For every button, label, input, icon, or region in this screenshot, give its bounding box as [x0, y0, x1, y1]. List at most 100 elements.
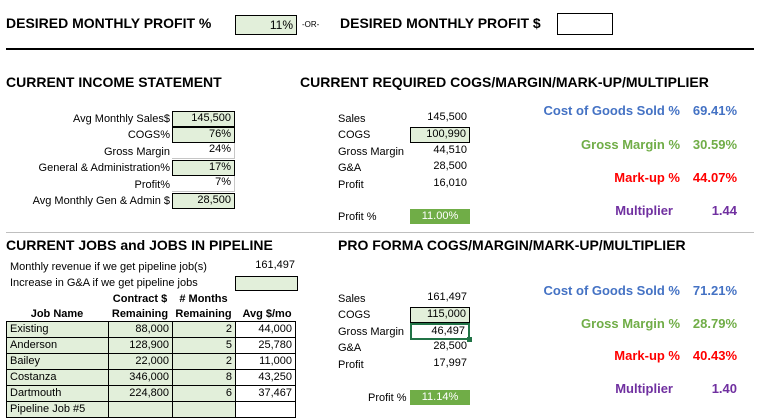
income-row-label: Avg Monthly Sales$ — [72, 113, 170, 125]
pro-forma-profit-pct-label: Profit % — [368, 392, 407, 404]
current-required-title: CURRENT REQUIRED COGS/MARGIN/MARK-UP/MUL… — [300, 74, 709, 90]
current-row-label: Profit — [338, 179, 364, 191]
current-profit-pct-label: Profit % — [338, 211, 377, 223]
current-gross-margin-value: 44,510 — [433, 144, 467, 156]
job-avg-cell: 43,250 — [235, 369, 296, 386]
pro-forma-cogs-input[interactable]: 115,000 — [410, 307, 470, 323]
fill-handle[interactable] — [467, 337, 472, 342]
pro-forma-title: PRO FORMA COGS/MARGIN/MARK-UP/MULTIPLIER — [338, 237, 686, 253]
job-contract-cell[interactable]: 88,000 — [108, 321, 173, 338]
table-row: Existing 88,000 2 44,000 — [6, 321, 296, 338]
pro-forma-multiplier-value: 1.40 — [711, 381, 737, 396]
job-months-cell[interactable]: 2 — [172, 321, 236, 338]
job-contract-cell[interactable]: 128,900 — [108, 337, 173, 354]
pro-forma-gross-margin-pct-label: Gross Margin % — [581, 316, 680, 331]
pro-forma-gross-margin-value[interactable]: 46,497 — [410, 323, 470, 340]
monthly-revenue-label: Monthly revenue if we get pipeline job(s… — [10, 261, 207, 273]
pro-forma-profit-value: 17,997 — [433, 357, 467, 369]
col-header-remaining: Remaining — [111, 308, 169, 320]
pro-forma-row-label: Profit — [338, 359, 364, 371]
jobs-table: Existing 88,000 2 44,000 Anderson 128,90… — [6, 321, 296, 418]
col-header-avg: Avg $/mo — [242, 308, 292, 320]
desired-profit-pct-label: DESIRED MONTHLY PROFIT % — [6, 15, 212, 31]
current-cogs-pct-label: Cost of Goods Sold % — [543, 103, 681, 118]
cogs-pct-input[interactable]: 76% — [172, 127, 235, 143]
job-avg-cell: 44,000 — [235, 321, 296, 338]
income-row-label: Profit% — [134, 179, 170, 191]
pro-forma-sales-value: 161,497 — [427, 291, 467, 303]
pro-forma-cogs-pct-value: 71.21% — [692, 283, 737, 298]
job-name-cell[interactable]: Costanza — [6, 369, 109, 386]
pro-forma-multiplier-label: Multiplier — [615, 381, 673, 396]
job-months-cell[interactable]: 5 — [172, 337, 236, 354]
job-contract-cell[interactable]: 22,000 — [108, 353, 173, 370]
income-row-label: General & Administration% — [38, 162, 170, 174]
current-markup-pct-label: Mark-up % — [614, 170, 680, 185]
current-ga-value: 28,500 — [433, 160, 467, 172]
job-avg-cell: 37,467 — [235, 385, 296, 402]
current-profit-pct-value: 11.00% — [410, 209, 470, 224]
col-header-job-name: Job Name — [30, 308, 84, 320]
col-header-contract: Contract $ — [112, 293, 168, 305]
job-name-cell[interactable]: Existing — [6, 321, 109, 338]
pro-forma-row-label: COGS — [338, 309, 371, 321]
avg-monthly-ga-input[interactable]: 28,500 — [172, 193, 235, 209]
table-row: Costanza 346,000 8 43,250 — [6, 369, 296, 386]
job-name-cell[interactable]: Pipeline Job #5 — [6, 401, 109, 418]
job-name-cell[interactable]: Anderson — [6, 337, 109, 354]
income-statement-title: CURRENT INCOME STATEMENT — [6, 74, 222, 90]
job-avg-cell — [235, 401, 296, 418]
job-months-cell[interactable]: 2 — [172, 353, 236, 370]
job-months-cell[interactable]: 8 — [172, 369, 236, 386]
current-sales-value: 145,500 — [427, 111, 467, 123]
ga-increase-input[interactable] — [235, 276, 298, 291]
current-row-label: COGS — [338, 129, 371, 141]
pro-forma-gross-margin-pct-value: 28.79% — [692, 316, 737, 331]
job-contract-cell[interactable]: 346,000 — [108, 369, 173, 386]
current-gross-margin-pct-value: 30.59% — [692, 137, 737, 152]
pro-forma-cogs-pct-label: Cost of Goods Sold % — [543, 283, 681, 298]
table-row: Dartmouth 224,800 6 37,467 — [6, 385, 296, 402]
desired-profit-dollar-label: DESIRED MONTHLY PROFIT $ — [340, 15, 541, 31]
table-row: Bailey 22,000 2 11,000 — [6, 353, 296, 370]
avg-monthly-sales-input[interactable]: 145,500 — [172, 111, 235, 127]
gross-margin-pct: 24% — [172, 143, 235, 159]
current-cogs-pct-value: 69.41% — [692, 103, 737, 118]
current-cogs-value[interactable]: 100,990 — [410, 127, 470, 143]
income-row-label: Gross Margin — [103, 146, 170, 158]
current-multiplier-value: 1.44 — [711, 203, 737, 218]
job-months-cell[interactable]: 6 — [172, 385, 236, 402]
pro-forma-markup-pct-value: 40.43% — [692, 348, 737, 363]
pro-forma-ga-value: 28,500 — [433, 340, 467, 352]
pro-forma-row-label: Gross Margin — [338, 326, 405, 338]
job-contract-cell[interactable] — [108, 401, 173, 418]
top-divider — [6, 48, 754, 50]
job-avg-cell: 11,000 — [235, 353, 296, 370]
col-header-months-remaining: Remaining — [175, 308, 232, 320]
or-label: -OR- — [302, 20, 320, 29]
job-name-cell[interactable]: Bailey — [6, 353, 109, 370]
current-row-label: Sales — [338, 113, 366, 125]
desired-profit-pct-input[interactable]: 11% — [235, 15, 297, 35]
current-gross-margin-pct-label: Gross Margin % — [581, 137, 680, 152]
desired-profit-dollar-input[interactable] — [557, 13, 613, 35]
income-row-label: Avg Monthly Gen & Admin $ — [32, 195, 170, 207]
pro-forma-markup-pct-label: Mark-up % — [614, 348, 680, 363]
job-name-cell[interactable]: Dartmouth — [6, 385, 109, 402]
pro-forma-profit-pct-value: 11.14% — [410, 390, 470, 405]
mid-divider — [6, 232, 754, 233]
current-multiplier-label: Multiplier — [615, 203, 673, 218]
profit-pct: 7% — [172, 176, 235, 192]
col-header-months: # Months — [179, 293, 228, 305]
table-row: Anderson 128,900 5 25,780 — [6, 337, 296, 354]
current-profit-value: 16,010 — [433, 177, 467, 189]
current-row-label: Gross Margin — [338, 146, 405, 158]
pro-forma-row-label: Sales — [338, 293, 366, 305]
ga-increase-label: Increase in G&A if we get pipeline jobs — [10, 277, 198, 289]
income-row-label: COGS% — [127, 129, 170, 141]
job-months-cell[interactable] — [172, 401, 236, 418]
monthly-revenue-value: 161,497 — [255, 259, 295, 271]
current-row-label: G&A — [338, 162, 362, 174]
job-contract-cell[interactable]: 224,800 — [108, 385, 173, 402]
ga-pct-input[interactable]: 17% — [172, 160, 235, 176]
